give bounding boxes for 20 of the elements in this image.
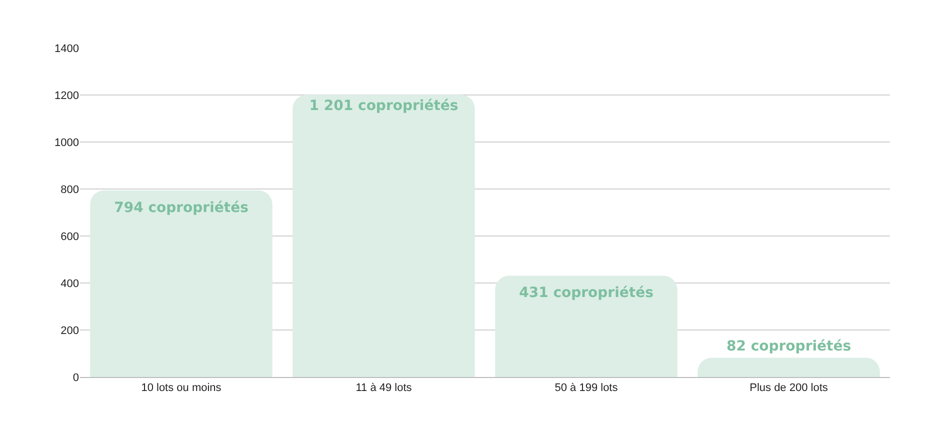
y-tick-label: 1400 xyxy=(54,42,79,55)
x-tick-label: 50 à 199 lots xyxy=(554,382,618,394)
data-label: 1 201 copropriétés xyxy=(309,98,458,114)
y-tick-label: 400 xyxy=(60,278,79,290)
y-tick-label: 1200 xyxy=(54,90,79,102)
data-label: 82 copropriétés xyxy=(726,338,852,355)
y-tick-label: 600 xyxy=(60,230,79,243)
y-tick-label: 1000 xyxy=(54,136,79,149)
bar xyxy=(292,94,475,377)
bar xyxy=(90,190,272,377)
x-tick-label: 10 lots ou moins xyxy=(141,382,222,394)
data-label: 431 copropriétés xyxy=(519,285,654,302)
y-tick-label: 200 xyxy=(60,324,79,337)
y-tick-label: 0 xyxy=(72,372,79,384)
data-label: 794 copropriétés xyxy=(114,200,248,216)
x-tick-label: 11 à 49 lots xyxy=(356,382,412,394)
x-tick-label: Plus de 200 lots xyxy=(750,382,828,394)
y-tick-label: 800 xyxy=(60,184,79,196)
bar xyxy=(698,358,880,377)
bar xyxy=(495,276,678,377)
